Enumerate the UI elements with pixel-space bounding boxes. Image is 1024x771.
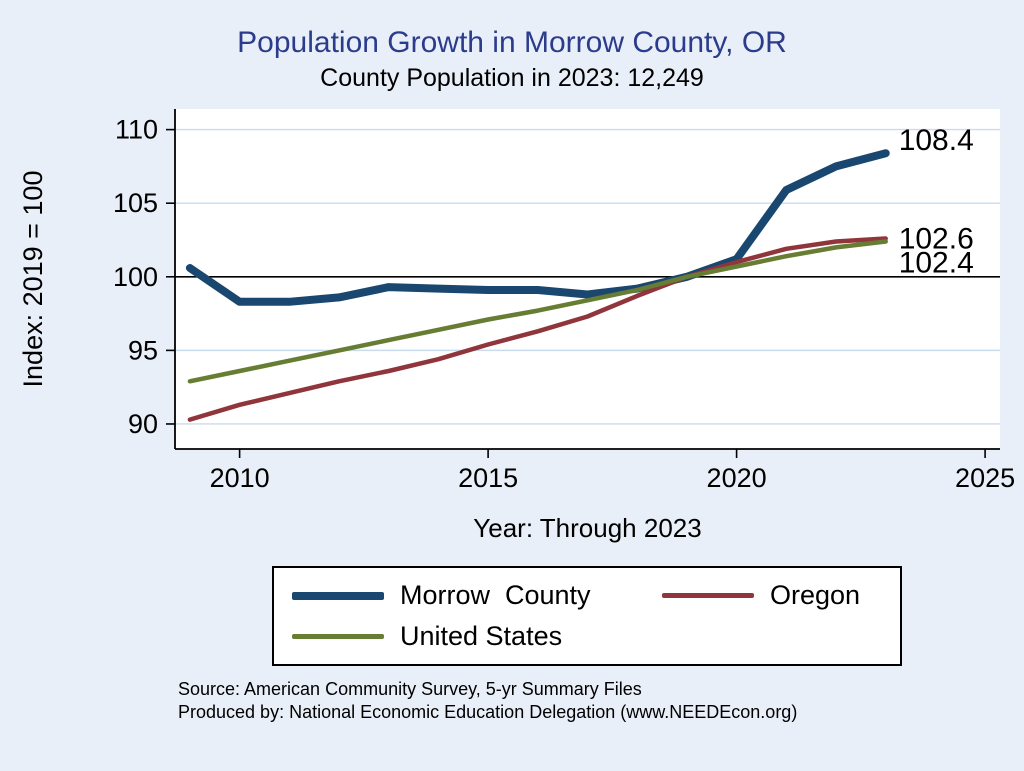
y-tick-label: 90 (128, 409, 158, 439)
x-tick-label: 2020 (707, 463, 767, 493)
x-tick-label: 2010 (210, 463, 270, 493)
legend-item-united-states: United States (292, 621, 662, 652)
y-tick-label: 105 (113, 188, 158, 218)
morrow-county-line-swatch (292, 591, 384, 600)
population-line-chart: 90 95 100 105 110 2010 2015 2020 2025 108.4 102.61… (18, 109, 1015, 493)
united-states-line-swatch (292, 634, 384, 639)
produced-by-note: Produced by: National Economic Education… (178, 701, 798, 722)
oregon-line-swatch (662, 593, 754, 598)
y-tick-label: 100 (113, 262, 158, 292)
series-line (187, 236, 888, 422)
chart-footer: Source: American Community Survey, 5-yr … (178, 678, 1024, 723)
series-line (187, 239, 888, 384)
end-value-label: 102.4 (899, 246, 974, 279)
chart-legend: Morrow County Oregon United States (272, 566, 902, 666)
chart-page: Population Growth in Morrow County, OR C… (0, 26, 1024, 771)
y-tick-label: 110 (115, 115, 158, 145)
y-axis-label: Index: 2019 = 100 (18, 171, 48, 388)
legend-label-united-states: United States (400, 621, 563, 651)
chart-title: Population Growth in Morrow County, OR (237, 26, 787, 59)
source-note: Source: American Community Survey, 5-yr … (178, 679, 642, 699)
y-tick-label: 95 (128, 335, 158, 365)
chart-subtitle: County Population in 2023: 12,249 (320, 64, 704, 92)
series-line (185, 149, 890, 306)
plot-area (175, 109, 1000, 449)
x-tick-label: 2025 (955, 463, 1015, 493)
x-tick-label: 2015 (458, 463, 518, 493)
legend-item-morrow-county: Morrow County (292, 580, 662, 611)
legend-label-morrow-county: Morrow County (400, 580, 591, 610)
end-value-label: 108.4 (899, 124, 974, 157)
x-axis-label: Year: Through 2023 (473, 513, 702, 543)
end-value-label: 102.6 (899, 223, 974, 256)
legend-label-oregon: Oregon (770, 580, 861, 610)
legend-item-oregon: Oregon (662, 580, 882, 611)
